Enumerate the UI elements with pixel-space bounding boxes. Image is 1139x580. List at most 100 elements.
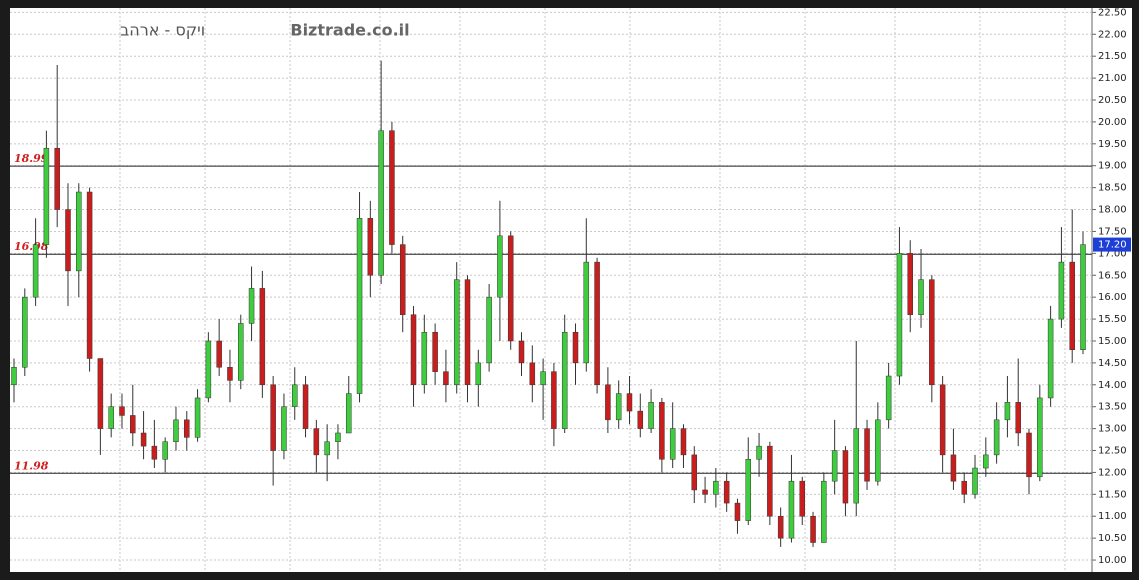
candle-body bbox=[615, 393, 622, 421]
candle-body bbox=[788, 480, 795, 539]
candle-body bbox=[799, 480, 806, 517]
candle-body bbox=[130, 415, 136, 434]
candle-body bbox=[723, 480, 730, 504]
candle-body bbox=[324, 441, 330, 456]
y-tick-label: 14.50 bbox=[1098, 358, 1127, 369]
last-price-label: 17.20 bbox=[1098, 240, 1127, 251]
candle-body bbox=[497, 235, 503, 298]
candle-body bbox=[443, 371, 449, 386]
candle-body bbox=[65, 209, 71, 272]
y-tick-label: 22.00 bbox=[1098, 29, 1127, 40]
candle-body bbox=[583, 261, 590, 364]
last-price-tag bbox=[1093, 237, 1131, 252]
candle-body bbox=[97, 358, 104, 429]
candle-body bbox=[1004, 402, 1011, 421]
y-tick-label: 15.00 bbox=[1098, 336, 1127, 347]
candle-body bbox=[777, 515, 784, 539]
candle-body bbox=[453, 279, 460, 386]
candle-body bbox=[767, 445, 773, 517]
candle-body bbox=[43, 147, 50, 245]
candle-body bbox=[961, 480, 967, 495]
y-tick-label: 10.50 bbox=[1098, 533, 1127, 544]
candle-body bbox=[659, 402, 665, 460]
candle-body bbox=[950, 454, 957, 482]
y-tick-label: 12.00 bbox=[1098, 467, 1127, 478]
chart-title: ויקס - ארהב bbox=[120, 21, 205, 40]
y-tick-label: 22.50 bbox=[1098, 7, 1127, 18]
candle-body bbox=[313, 428, 320, 456]
candle-body bbox=[1069, 261, 1075, 350]
candle-body bbox=[119, 406, 125, 416]
candle-body bbox=[734, 502, 741, 521]
candle-body bbox=[648, 402, 654, 429]
candle-body bbox=[853, 428, 859, 504]
candle-body bbox=[540, 371, 546, 386]
candle-body bbox=[702, 489, 708, 495]
candle-body bbox=[291, 384, 298, 407]
candle-body bbox=[831, 450, 838, 482]
candle-body bbox=[173, 419, 179, 443]
y-tick-label: 20.00 bbox=[1098, 117, 1127, 128]
candle-body bbox=[1058, 261, 1065, 320]
candle-body bbox=[572, 331, 579, 364]
y-tick-label: 19.00 bbox=[1098, 161, 1127, 172]
candle-body bbox=[475, 362, 482, 386]
candle-body bbox=[76, 191, 82, 272]
candle-body bbox=[162, 441, 168, 460]
candle-body bbox=[972, 467, 978, 495]
candle-body bbox=[22, 296, 28, 368]
candle-body bbox=[335, 432, 341, 443]
candle-body bbox=[518, 340, 525, 364]
candle-body bbox=[486, 296, 492, 364]
y-tick-label: 17.00 bbox=[1098, 248, 1127, 259]
y-tick-label: 14.00 bbox=[1098, 380, 1127, 391]
candle-body bbox=[11, 367, 17, 386]
plot-background bbox=[10, 8, 1132, 572]
candle-body bbox=[551, 371, 557, 429]
candle-body bbox=[626, 393, 633, 412]
candle-body bbox=[939, 384, 946, 456]
candle-body bbox=[1047, 318, 1054, 399]
candle-body bbox=[410, 314, 417, 386]
y-tick-label: 15.50 bbox=[1098, 314, 1127, 325]
candle-body bbox=[464, 279, 471, 386]
candle-body bbox=[842, 450, 849, 504]
candle-body bbox=[356, 218, 363, 394]
candle-body bbox=[367, 218, 374, 276]
candle-body bbox=[756, 445, 762, 460]
candle-body bbox=[238, 323, 244, 381]
y-tick-label: 16.00 bbox=[1098, 292, 1127, 303]
candle-body bbox=[561, 331, 568, 429]
candle-body bbox=[507, 235, 514, 342]
candle-body bbox=[205, 340, 212, 399]
candle-body bbox=[216, 340, 222, 368]
candle-body bbox=[54, 147, 60, 210]
y-tick-label: 13.50 bbox=[1098, 402, 1127, 413]
candle-body bbox=[594, 261, 600, 386]
candle-body bbox=[1037, 397, 1043, 478]
candle-body bbox=[389, 130, 395, 245]
y-tick-label: 18.50 bbox=[1098, 183, 1127, 194]
candle-body bbox=[227, 367, 233, 381]
y-tick-label: 20.50 bbox=[1098, 95, 1127, 106]
candle-body bbox=[875, 419, 881, 482]
y-tick-label: 21.00 bbox=[1098, 73, 1127, 84]
candle-body bbox=[194, 397, 201, 438]
y-tick-label: 10.00 bbox=[1098, 555, 1127, 566]
y-tick-label: 18.00 bbox=[1098, 205, 1127, 216]
candle-body bbox=[378, 130, 384, 276]
candle-body bbox=[691, 454, 698, 491]
candle-body bbox=[669, 428, 676, 460]
candle-body bbox=[810, 515, 816, 543]
candle-body bbox=[680, 428, 687, 456]
candle-body bbox=[896, 253, 903, 377]
candle-body bbox=[713, 480, 719, 495]
candle-body bbox=[745, 459, 752, 521]
candle-body bbox=[637, 410, 644, 429]
y-tick-label: 19.50 bbox=[1098, 139, 1127, 150]
y-tick-label: 11.50 bbox=[1098, 489, 1127, 500]
candle-body bbox=[248, 288, 255, 324]
reference-label: 16.98 bbox=[14, 240, 49, 253]
candle-body bbox=[399, 244, 406, 315]
